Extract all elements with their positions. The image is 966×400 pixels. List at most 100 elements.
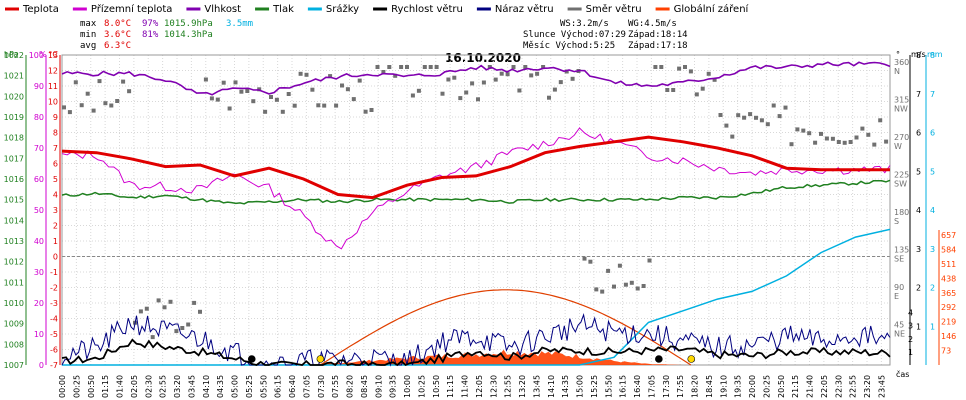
wind-direction-mark [748, 112, 753, 117]
wind-direction-mark [801, 128, 806, 133]
x-tick: 08:45 [360, 375, 369, 398]
wind-direction-mark [138, 309, 143, 314]
hpa-tick: 1015 [4, 196, 24, 205]
rad-tick: 292 [941, 303, 956, 312]
hpa-tick: 1007 [4, 361, 24, 370]
wind-direction-mark [316, 103, 321, 108]
hpa-tick: 1018 [4, 134, 24, 143]
legend-label-1: Přízemní teplota [91, 3, 173, 15]
wind-direction-mark [665, 88, 670, 92]
wind-direction-mark [79, 103, 84, 108]
wind-direction-mark [653, 65, 658, 69]
x-tick: 01:40 [116, 375, 125, 398]
wind-direction-mark [724, 123, 729, 128]
wind-direction-mark [67, 110, 72, 115]
wind-direction-mark [233, 80, 238, 85]
wind-direction-mark [464, 90, 469, 95]
x-tick: 13:45 [532, 375, 541, 398]
mm-axis-title: mm [927, 50, 943, 59]
dir-tick: SE [894, 255, 904, 264]
info-moonset: Západ:17:18 [628, 41, 688, 51]
wind-direction-mark [203, 77, 208, 82]
c-tick: 4 [53, 191, 58, 200]
x-tick: 10:50 [432, 375, 441, 398]
x-tick: 16:40 [633, 375, 642, 398]
x-tick: 04:35 [216, 375, 225, 398]
wind-direction-mark [688, 69, 693, 74]
wind-direction-mark [180, 326, 185, 330]
wind-direction-mark [659, 65, 664, 69]
series-rain [62, 228, 891, 366]
legend-label-0: Teplota [22, 4, 59, 15]
wind-direction-mark [375, 65, 380, 69]
stat-min-press: 1014.3hPa [164, 30, 213, 40]
wind-direction-mark [541, 65, 546, 69]
wind-direction-mark [186, 322, 191, 327]
c-tick: 1 [53, 237, 58, 246]
wind-direction-mark [872, 142, 877, 147]
dir-tick: NE [894, 330, 905, 339]
ms-tick: 2 [916, 284, 921, 293]
wind-direction-mark [570, 76, 575, 81]
x-tick: 02:05 [130, 375, 139, 398]
c-tick: -6 [50, 346, 58, 355]
wind-direction-mark [635, 286, 640, 291]
clear-sky-curve [320, 289, 692, 366]
wind-direction-mark [428, 65, 433, 69]
wind-direction-mark [174, 329, 179, 334]
x-tick: 05:25 [245, 375, 254, 398]
ms-tick-low: 1 [908, 348, 913, 357]
dir-tick: SW [894, 180, 907, 189]
x-tick: 20:50 [777, 375, 786, 398]
deg-axis-title: ° [896, 50, 900, 59]
x-tick: 04:10 [202, 375, 211, 398]
wind-direction-mark [511, 65, 516, 69]
wind-direction-mark [91, 108, 96, 113]
wind-direction-mark [405, 65, 409, 69]
wind-direction-mark [162, 305, 167, 310]
x-tick: 09:10 [374, 375, 383, 398]
x-tick: 22:30 [834, 375, 843, 398]
dir-tick: NW [894, 105, 908, 114]
x-tick: 17:55 [676, 375, 685, 398]
wind-direction-mark [62, 105, 66, 110]
x-tick: 03:45 [187, 375, 196, 398]
wind-direction-mark [239, 89, 244, 94]
rad-tick: 365 [941, 289, 956, 298]
legend-label-7: Směr větru [586, 3, 642, 15]
wind-direction-mark [529, 73, 534, 78]
x-tick: 01:15 [101, 375, 110, 398]
x-tick: 05:00 [231, 375, 240, 398]
c-tick: -2 [50, 284, 58, 293]
ms-tick-low: 2 [908, 335, 913, 344]
mm-tick: 5 [930, 167, 935, 176]
series-wind-gust [61, 313, 891, 367]
c-tick: 3 [53, 206, 58, 215]
stat-max-label: max [80, 19, 97, 29]
wind-direction-mark [706, 71, 711, 76]
series-humidity [61, 61, 891, 96]
wind-direction-mark [813, 140, 818, 145]
info-sunset: Západ:18:14 [628, 30, 688, 40]
chart-title: 16.10.2020 [445, 51, 521, 65]
wind-direction-mark [694, 92, 699, 97]
pct-tick: 90 [34, 82, 44, 91]
wind-direction-mark [363, 109, 368, 114]
x-tick: 18:20 [691, 375, 700, 398]
dir-tick: 360 [894, 58, 909, 67]
info-moonrise: Měsíc Východ:5:25 [523, 41, 615, 51]
x-tick: 02:30 [144, 375, 153, 398]
ms-tick-low: 4 [908, 309, 913, 318]
x-tick: 11:40 [461, 375, 470, 398]
sun-marker [687, 355, 696, 363]
mm-tick: 8 [930, 51, 935, 60]
ms-tick: 5 [916, 167, 921, 176]
wind-direction-mark [606, 268, 611, 273]
wind-direction-mark [487, 65, 492, 69]
series-temperature [61, 135, 890, 200]
wind-direction-mark [310, 87, 315, 92]
wind-direction-mark [251, 99, 256, 104]
wind-direction-mark [547, 95, 551, 100]
wind-direction-mark [789, 142, 794, 147]
hpa-tick: 1014 [4, 216, 24, 225]
